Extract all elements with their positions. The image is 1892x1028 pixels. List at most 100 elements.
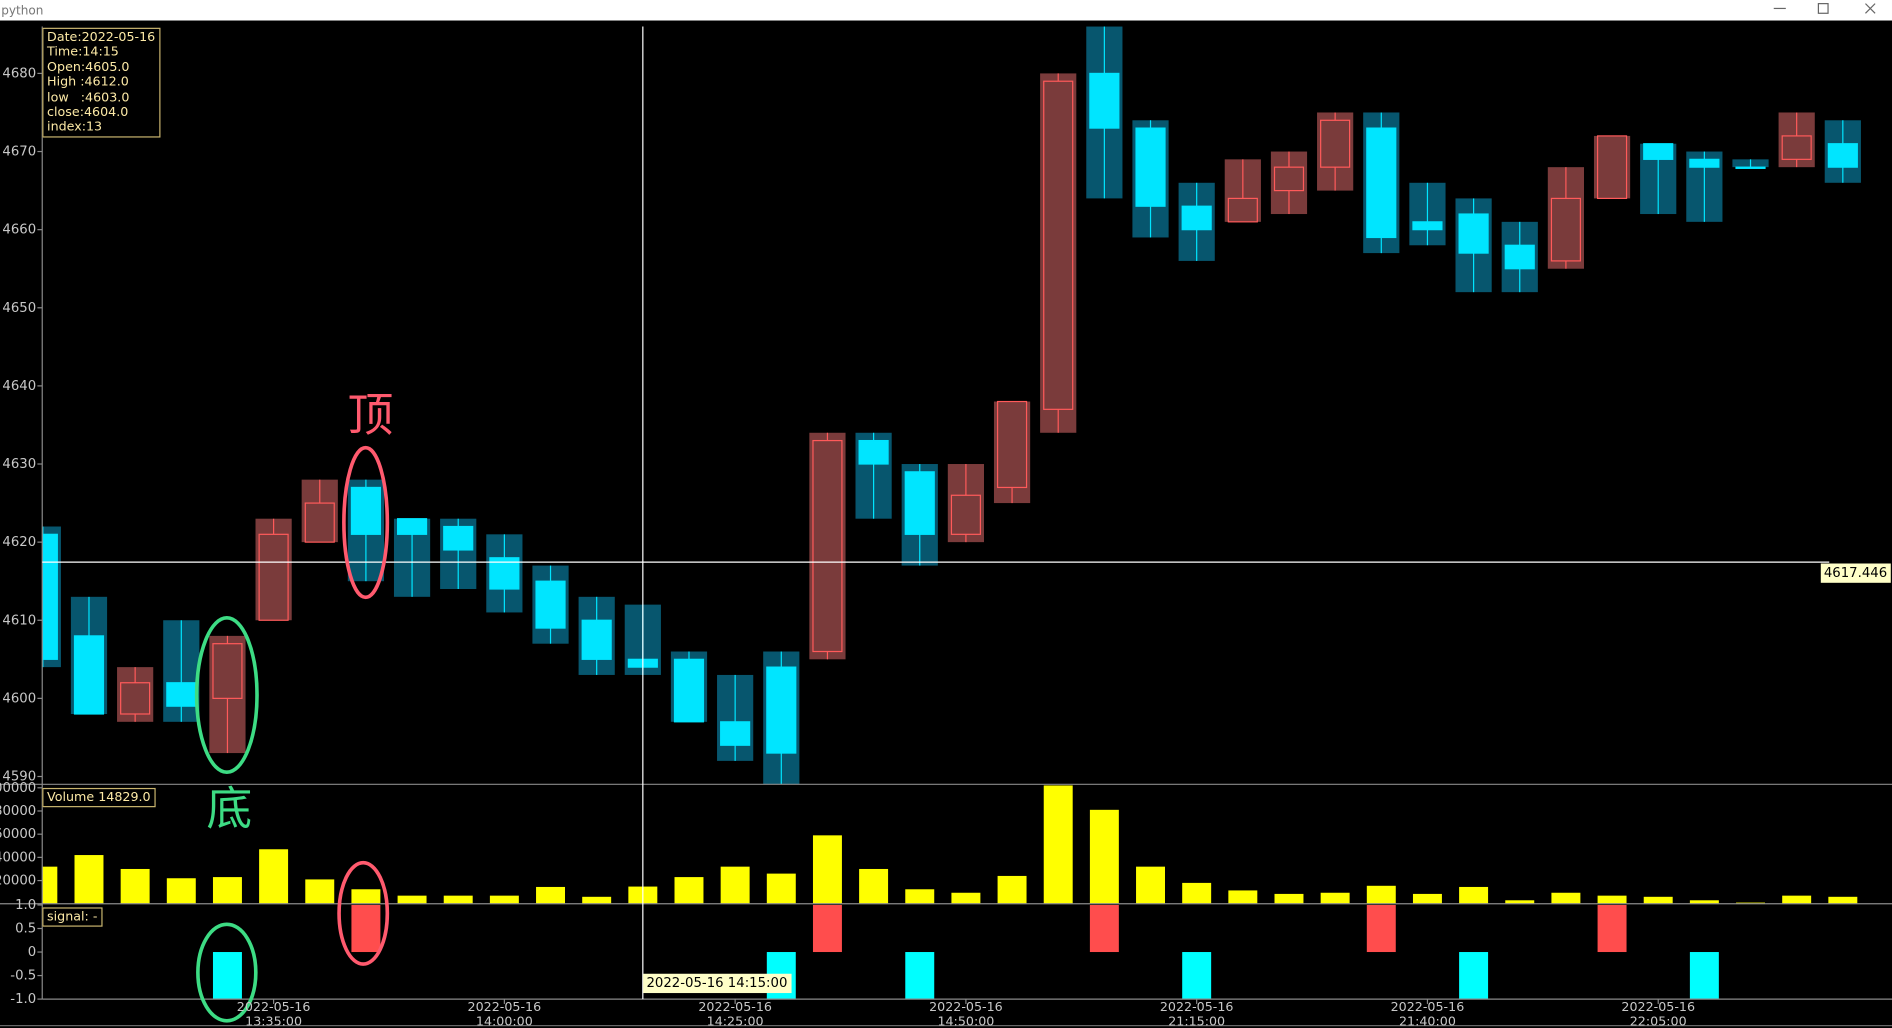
volume-label: Volume 14829.0 <box>42 787 156 808</box>
x-tick-label: 2022-05-16 14:00:00 <box>467 1000 542 1028</box>
volume-bar <box>720 866 750 904</box>
x-tick-label: 2022-05-16 22:05:00 <box>1621 1000 1696 1028</box>
volume-bar <box>997 875 1027 904</box>
volume-bar <box>1412 893 1442 904</box>
candle-body <box>1135 127 1166 207</box>
candle-body <box>812 439 843 653</box>
y-tick-label: 4590 <box>2 769 36 784</box>
overlay: 顶 底 <box>194 388 394 1023</box>
restore-button[interactable] <box>1817 3 1829 14</box>
y-tick-label: 4660 <box>2 223 36 238</box>
candle-body <box>1043 80 1074 410</box>
y-tick-label: 60000 <box>0 827 36 842</box>
candle-body <box>1596 135 1628 200</box>
close-button[interactable] <box>1865 3 1876 14</box>
axes: 4590 4600 4610 4620 4630 4640 4650 4660 4670 4680… <box>0 26 1892 1027</box>
candle-body <box>166 682 197 707</box>
volume-bar <box>1551 892 1581 904</box>
info-line: Time:14:15 <box>47 45 119 60</box>
signal-bar <box>212 952 242 1000</box>
signal-bar <box>812 904 842 953</box>
y-tick-label: 1.0 <box>15 898 36 913</box>
y-tick-label: 4620 <box>2 535 36 550</box>
volume-bar <box>42 866 58 904</box>
top-marker <box>342 445 390 600</box>
volume-plot <box>42 785 1858 904</box>
bottom-marker <box>194 615 259 775</box>
y-tick-label: 20000 <box>0 874 36 889</box>
info-line: low :4603.0 <box>47 90 130 105</box>
volume-bar <box>1689 900 1719 904</box>
annotation: 顶 <box>348 388 394 442</box>
volume-bar <box>536 886 566 904</box>
candle-body <box>1366 127 1397 239</box>
volume-bar <box>1782 895 1812 904</box>
volume-bar <box>259 849 289 904</box>
candle-body <box>1089 72 1120 129</box>
top-signal-marker <box>337 860 390 966</box>
candle-body <box>350 486 381 535</box>
candle-body <box>673 658 705 723</box>
candle-body <box>1412 221 1443 231</box>
volume-bar <box>74 855 104 904</box>
volume-bar <box>582 896 612 904</box>
y-tick-label: 40000 <box>0 850 36 865</box>
candle-body <box>996 400 1028 489</box>
volume-bar <box>1274 893 1304 904</box>
info-line: close:4604.0 <box>47 105 129 120</box>
candle-body <box>1643 143 1674 160</box>
y-tick-label: 100000 <box>0 781 36 796</box>
candle-body <box>1689 158 1720 168</box>
candle-body <box>1320 119 1351 168</box>
x-tick-label: 2022-05-16 21:40:00 <box>1390 1000 1465 1028</box>
volume-bar <box>166 878 196 904</box>
signal-bar <box>1366 904 1396 953</box>
volume-bar <box>859 868 889 904</box>
y-tick-label: 0 <box>28 945 36 960</box>
title-bar <box>0 0 1892 21</box>
signal-bar <box>1689 952 1719 1000</box>
price-plot <box>42 26 1861 785</box>
candle-body <box>581 619 612 660</box>
annotation: 底 <box>206 782 252 836</box>
signal-bar <box>1089 904 1119 953</box>
signal-bar <box>1459 952 1489 1000</box>
candle-body <box>1181 205 1212 231</box>
volume-bar <box>212 877 242 904</box>
volume-bar <box>1828 896 1858 904</box>
candle-body <box>304 502 335 543</box>
y-tick-label: -0.5 <box>10 969 36 984</box>
candle-body <box>1227 197 1258 223</box>
candle-body <box>443 525 474 551</box>
volume-bar <box>1136 866 1166 904</box>
candle-body <box>535 580 566 629</box>
info-line: Open:4605.0 <box>47 60 130 75</box>
volume-bar <box>351 889 381 904</box>
crosshair-y-label: 4617.446 <box>1820 563 1891 583</box>
candle-body <box>1550 197 1581 262</box>
info-line: index:13 <box>47 119 103 135</box>
volume-bar <box>812 835 842 904</box>
volume-bar <box>1043 785 1073 904</box>
volume-bar <box>905 889 935 904</box>
y-tick-label: 4670 <box>2 145 36 160</box>
volume-bar <box>1228 890 1258 904</box>
candle-body <box>720 721 751 746</box>
candle-body <box>1458 213 1489 254</box>
candle-body <box>950 494 981 535</box>
crosshair-x-label: 2022-05-16 14:15:00 <box>642 973 792 994</box>
volume-bar <box>489 895 519 904</box>
signal-label: signal: - <box>42 907 103 928</box>
signal-bar <box>1597 904 1627 953</box>
signal-bar <box>351 904 381 953</box>
x-tick-label: 2022-05-16 13:35:00 <box>236 1000 311 1028</box>
volume-bar <box>674 877 704 904</box>
window-title: python <box>1 3 43 17</box>
signal-bar <box>1182 952 1212 1000</box>
candle-body <box>1827 143 1858 168</box>
volume-bar <box>1459 886 1489 904</box>
info-line: High :4612.0 <box>47 75 129 90</box>
candle-body <box>1273 166 1305 192</box>
